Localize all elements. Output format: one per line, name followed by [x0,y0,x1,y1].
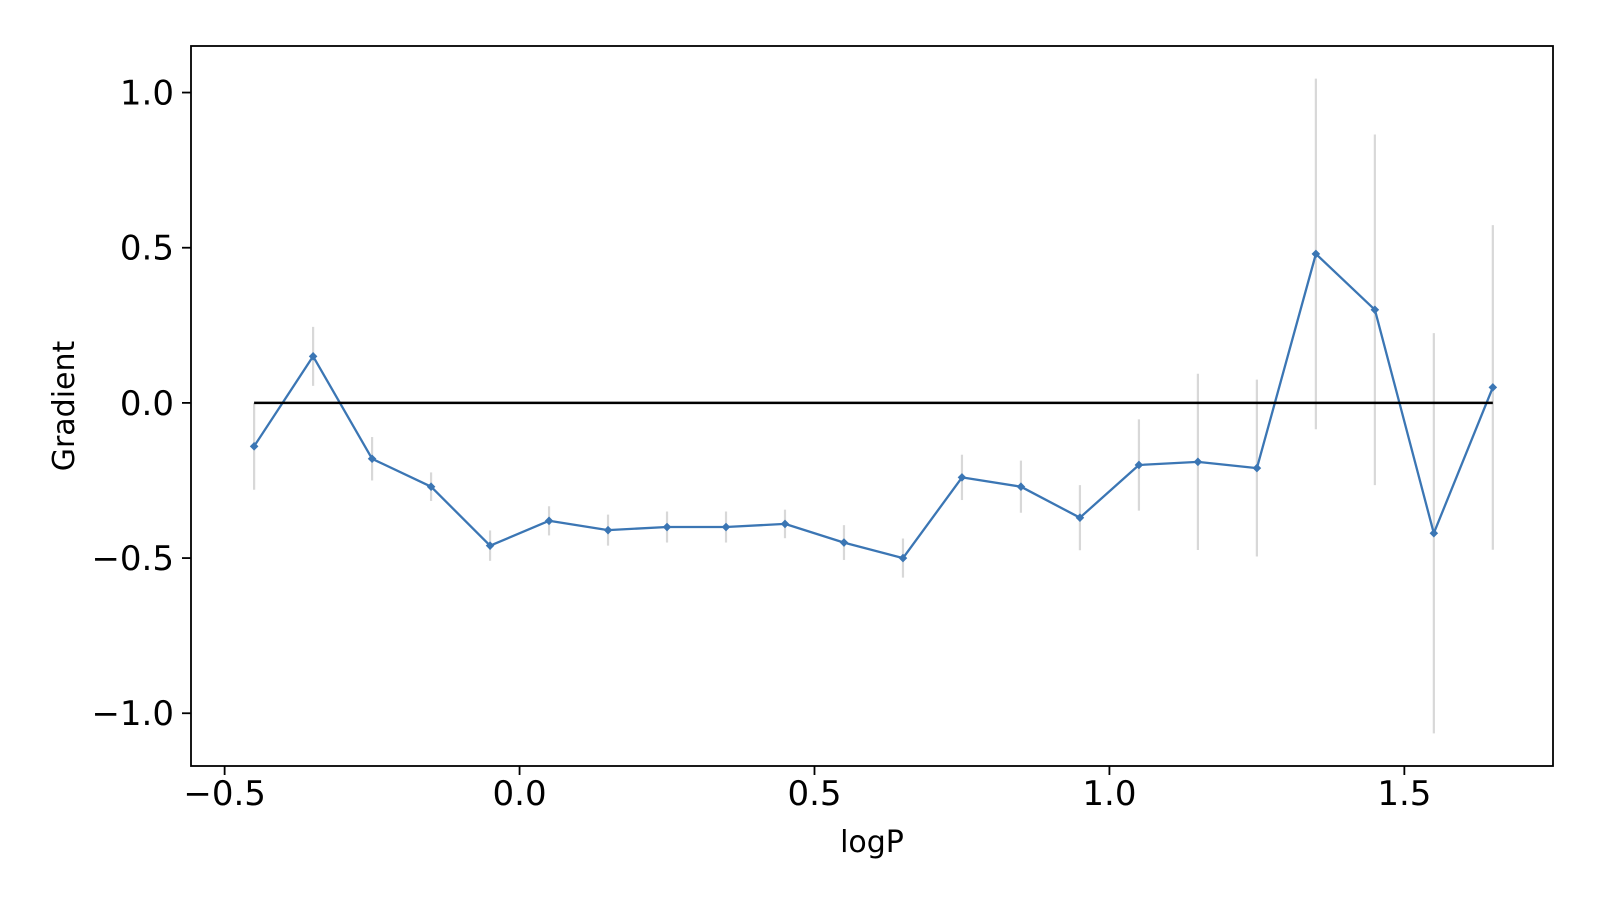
data-point-marker [957,473,967,482]
data-point-marker [367,454,377,464]
data-point-marker [1134,460,1144,470]
x-tick-label: 0.0 [493,774,547,814]
y-tick-label: 0.0 [120,384,174,424]
data-point-marker [721,522,731,532]
x-tick-label: 0.5 [787,774,841,814]
y-axis-label: Gradient [47,340,82,471]
data-point-marker [839,538,849,547]
y-tick-label: −1.0 [91,694,174,734]
y-tick-label: 0.5 [120,229,174,269]
data-point-marker [780,519,790,529]
series-group [249,249,1498,563]
data-point-marker [544,516,554,526]
data-point-marker [249,442,259,451]
data-point-marker [1075,513,1085,523]
x-tick-label: 1.0 [1082,774,1136,814]
data-point-marker [1193,457,1203,467]
data-point-marker [1252,463,1262,473]
data-point-marker [1488,383,1498,392]
y-tick-label: −0.5 [91,539,174,579]
axes-group: −0.5 0.0 0.5 1.0 1.51.00.50.0−0.5−1.0logPGra… [47,45,1554,860]
data-point-marker [485,541,495,550]
data-point-marker [1370,305,1380,315]
x-axis-label: logP [840,825,904,860]
data-point-marker [662,522,672,532]
x-tick-label: −0.5 [183,774,266,814]
data-point-marker [1016,482,1026,491]
y-tick-label: 1.0 [120,74,174,114]
data-point-marker [898,553,908,563]
data-point-marker [603,525,613,535]
series-line [252,252,1494,560]
data-point-marker [308,352,318,361]
data-point-marker [426,482,436,491]
data-point-marker [1429,528,1439,538]
data-point-marker [1311,249,1321,259]
x-tick-label: 1.5 [1377,774,1431,814]
plot-border [190,45,1554,767]
